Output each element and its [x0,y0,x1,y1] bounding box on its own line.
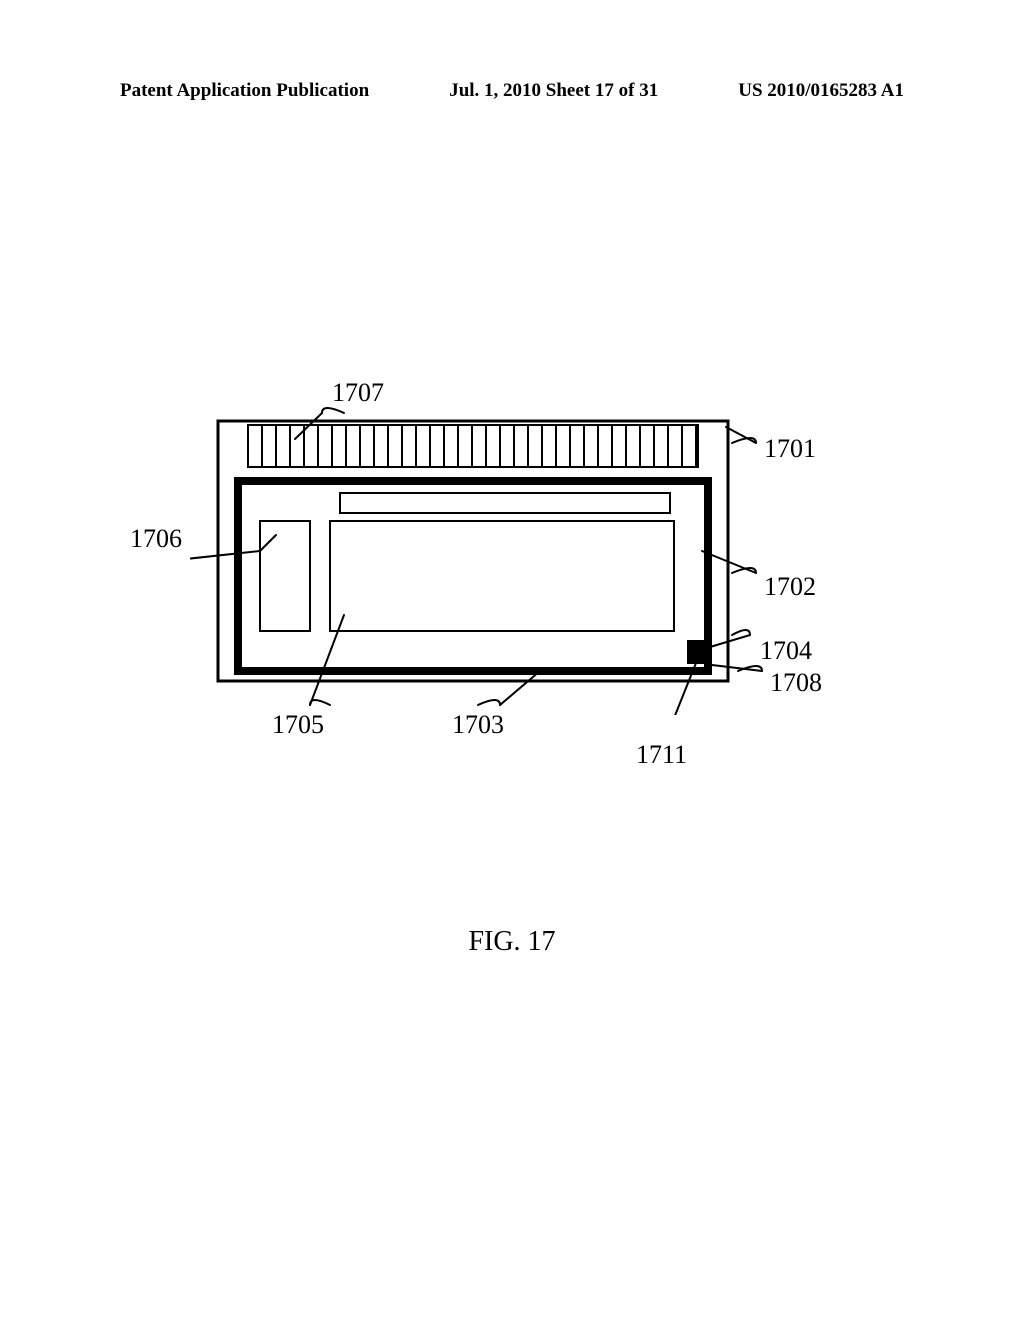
patent-diagram [190,395,810,715]
label-1701: 1701 [764,434,816,464]
label-1702: 1702 [764,572,816,602]
figure-area: 1707 1701 1706 1702 1704 1708 1705 1703 … [0,0,1024,1320]
label-1705: 1705 [272,710,324,740]
label-1708: 1708 [770,668,822,698]
label-1703: 1703 [452,710,504,740]
label-1711: 1711 [636,740,687,770]
label-1707: 1707 [332,378,384,408]
label-1706: 1706 [130,524,182,554]
label-1704: 1704 [760,636,812,666]
figure-caption: FIG. 17 [0,926,1024,958]
